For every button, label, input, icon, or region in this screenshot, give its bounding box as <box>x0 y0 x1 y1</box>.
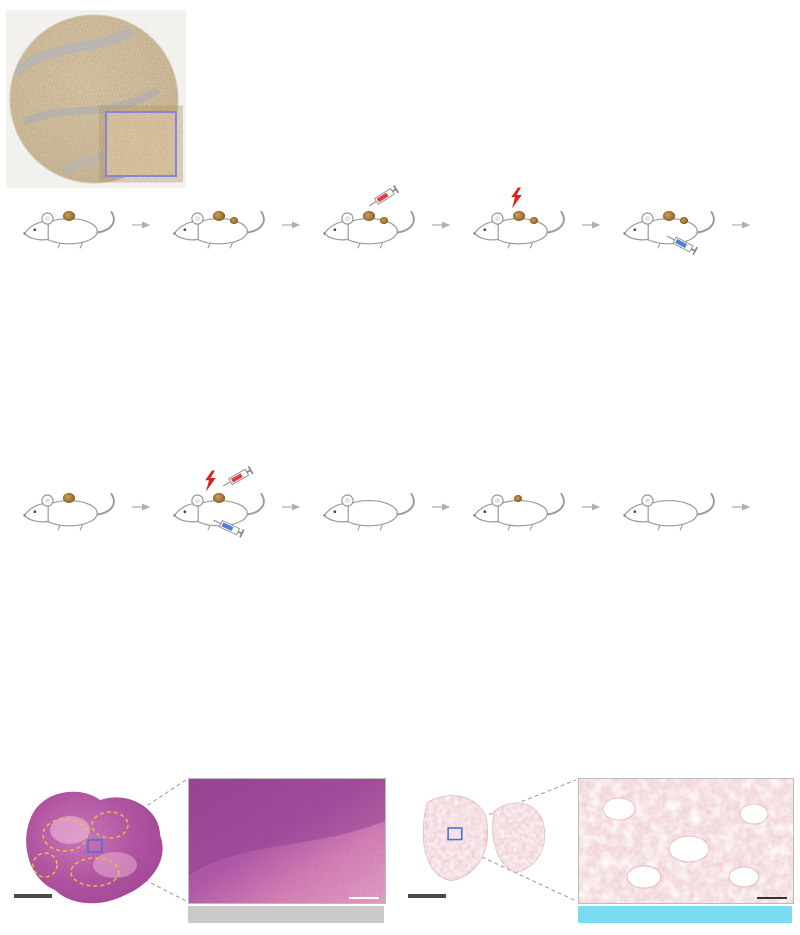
rechallenge-timeline <box>7 482 795 534</box>
timeline-arrow <box>431 200 457 250</box>
tumor-icon <box>63 493 75 503</box>
mouse-illustration <box>17 200 121 252</box>
rechallenge-tumor-volume-chart <box>12 578 468 764</box>
mouse-illustration <box>317 200 421 252</box>
he-zoom-image <box>188 778 386 904</box>
ihc-inset <box>105 111 177 177</box>
tumor-icon <box>514 495 522 502</box>
scale-bar <box>408 893 446 898</box>
timeline-arrow <box>431 482 457 532</box>
zoom-scale-bar <box>757 897 787 900</box>
timeline-step-2 <box>157 482 281 534</box>
tumor-icon <box>380 217 388 224</box>
tumor-icon <box>680 217 688 224</box>
tumor-volume-chart <box>366 12 570 184</box>
scale-bar <box>14 893 52 898</box>
laser-icon <box>203 470 218 492</box>
laser-icon <box>509 187 524 209</box>
mouse-illustration <box>167 200 271 252</box>
timeline-step-5 <box>607 482 731 534</box>
timeline-step-5 <box>607 200 731 252</box>
tumor-icon <box>363 211 375 221</box>
tumor-icon <box>213 493 225 503</box>
timeline-step-2 <box>157 200 281 252</box>
timeline-arrow <box>281 200 307 250</box>
lung-zoom-image <box>578 778 794 904</box>
tumor-icon <box>663 211 675 221</box>
timeline-step-1 <box>7 482 131 534</box>
timeline-arrow <box>281 482 307 532</box>
mouse-illustration <box>17 482 121 534</box>
flow-cytometry-histogram <box>196 12 354 184</box>
tumor-icon <box>63 211 75 221</box>
timeline-arrow <box>581 200 607 250</box>
mouse-illustration <box>317 482 421 534</box>
rechallenge-survival-chart <box>480 578 792 764</box>
timeline-arrow <box>731 482 757 532</box>
timeline-arrow <box>131 200 157 250</box>
timeline-step-1 <box>7 200 131 252</box>
zoom-scale-bar <box>349 897 379 900</box>
survival-chart-groups <box>556 298 794 466</box>
timeline-arrow <box>581 482 607 532</box>
timeline-arrow <box>731 200 757 250</box>
timeline-step-4 <box>457 200 581 252</box>
timeline-step-3 <box>307 200 431 252</box>
body-weight-chart <box>292 298 544 466</box>
ihc-tumor-section-image <box>6 10 186 192</box>
tumor-icon <box>213 211 225 221</box>
survival-chart-cd47 <box>580 12 794 184</box>
lung-section-image <box>406 788 566 892</box>
mouse-illustration <box>617 482 721 534</box>
distant-tumor-chart <box>10 298 280 466</box>
treatment-timeline <box>7 200 795 252</box>
timeline-step-3 <box>307 482 431 534</box>
timeline-step-4 <box>457 482 581 534</box>
tumor-icon <box>230 217 238 224</box>
mouse-illustration <box>467 482 571 534</box>
naive-mice-caption <box>188 906 384 923</box>
rechallenged-mice-caption <box>578 906 792 923</box>
timeline-arrow <box>131 482 157 532</box>
tumor-icon <box>513 211 525 221</box>
tumor-icon <box>530 217 538 224</box>
